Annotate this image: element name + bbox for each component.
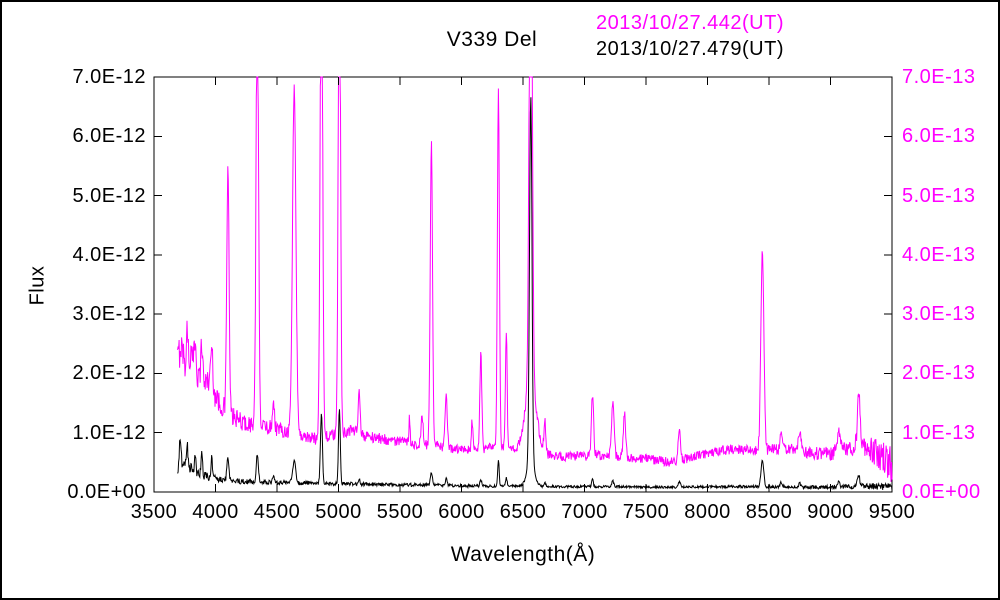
right-y-tick-label-2: 2.0E-13: [902, 362, 976, 385]
left-y-tick-label-3: 3.0E-12: [72, 303, 146, 326]
x-tick-label-4000: 4000: [192, 501, 239, 523]
spectrum-line-2: [177, 97, 893, 491]
x-tick-label-7000: 7000: [561, 501, 608, 523]
left-y-tick-label-7: 7.0E-12: [72, 66, 146, 88]
x-tick-label-5500: 5500: [376, 501, 424, 523]
x-tick-label-4500: 4500: [253, 501, 301, 523]
x-axis-title: Wavelength(Å): [450, 543, 596, 566]
legend-entry-spectrum-1: 2013/10/27.442(UT): [596, 12, 785, 34]
left-y-tick-label-5: 5.0E-12: [72, 184, 146, 207]
right-y-tick-label-6: 6.0E-13: [902, 125, 976, 148]
left-y-tick-label-2: 2.0E-12: [72, 362, 146, 385]
legend-entry-spectrum-2: 2013/10/27.479(UT): [596, 38, 785, 60]
x-tick-label-7500: 7500: [622, 501, 670, 523]
chart-title: V339 Del: [446, 28, 538, 51]
x-tick-label-8000: 8000: [684, 501, 731, 523]
x-tick-label-6500: 6500: [499, 501, 547, 523]
x-tick-label-5000: 5000: [315, 501, 362, 523]
x-tick-label-8500: 8500: [745, 501, 793, 523]
x-tick-label-3500: 3500: [130, 501, 178, 523]
right-y-tick-label-4: 4.0E-13: [902, 243, 976, 266]
right-y-tick-label-1: 1.0E-13: [902, 421, 976, 444]
left-y-tick-label-1: 1.0E-12: [72, 421, 146, 444]
left-y-tick-label-4: 4.0E-12: [72, 243, 146, 266]
right-y-tick-label-0: 0.0E+00: [902, 481, 981, 503]
right-y-tick-label-3: 3.0E-13: [902, 303, 976, 326]
left-y-tick-label-6: 6.0E-12: [72, 125, 146, 148]
spectrum-line-1: [177, 76, 893, 482]
right-y-tick-label-7: 7.0E-13: [902, 66, 976, 88]
right-y-tick-label-5: 5.0E-13: [902, 184, 976, 207]
x-tick-label-9500: 9500: [868, 501, 916, 523]
x-tick-label-9000: 9000: [807, 501, 854, 523]
legend: 2013/10/27.442(UT) 2013/10/27.479(UT): [596, 10, 784, 62]
y-axis-title: Flux: [26, 265, 49, 306]
left-y-tick-label-0: 0.0E+00: [67, 481, 146, 503]
x-tick-label-6000: 6000: [438, 501, 485, 523]
